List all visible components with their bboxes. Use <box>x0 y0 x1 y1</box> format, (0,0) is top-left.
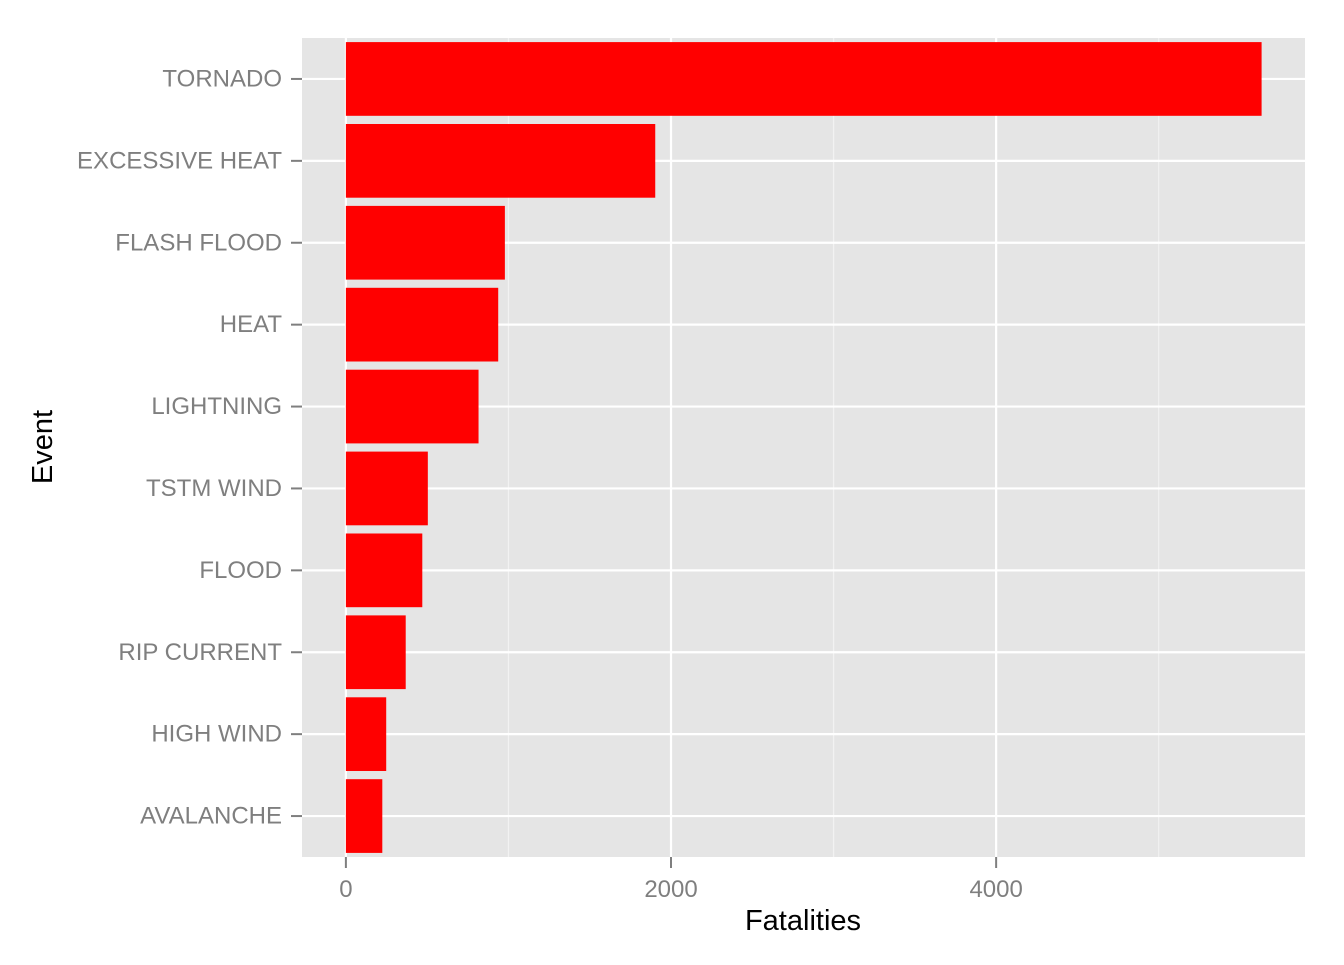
bar-excessive-heat <box>345 123 656 198</box>
bar-flash-flood <box>345 205 505 280</box>
y-axis: TORNADO EXCESSIVE HEAT FLASH FLOOD HEAT LIGH… <box>77 65 302 830</box>
x-axis-title: Fatalities <box>745 905 861 937</box>
y-tick-label: AVALANCHE <box>140 803 282 830</box>
x-axis: 0 2000 4000 <box>339 857 1023 903</box>
y-tick-label: FLASH FLOOD <box>115 229 282 256</box>
bar-tstm-wind <box>345 451 428 526</box>
y-tick-label: FLOOD <box>199 557 282 584</box>
y-axis-title: Event <box>27 410 59 484</box>
bar-heat <box>345 287 499 362</box>
bars <box>345 42 1262 853</box>
bar-high-wind <box>345 697 387 772</box>
y-tick-label: TORNADO <box>162 65 282 92</box>
y-tick-label: HEAT <box>220 311 283 338</box>
y-tick-label: EXCESSIVE HEAT <box>77 147 282 174</box>
y-tick-label: TSTM WIND <box>146 475 282 502</box>
bar-avalanche <box>345 779 383 853</box>
bar-flood <box>345 533 423 608</box>
y-tick-label: RIP CURRENT <box>118 639 282 666</box>
x-tick-label: 4000 <box>969 876 1022 903</box>
bar-rip-current <box>345 615 406 690</box>
x-tick-label: 0 <box>339 876 352 903</box>
bar-tornado <box>345 42 1262 116</box>
bar-lightning <box>345 369 479 444</box>
y-tick-label: HIGH WIND <box>151 721 282 748</box>
x-tick-label: 2000 <box>644 876 697 903</box>
y-tick-label: LIGHTNING <box>151 393 282 420</box>
